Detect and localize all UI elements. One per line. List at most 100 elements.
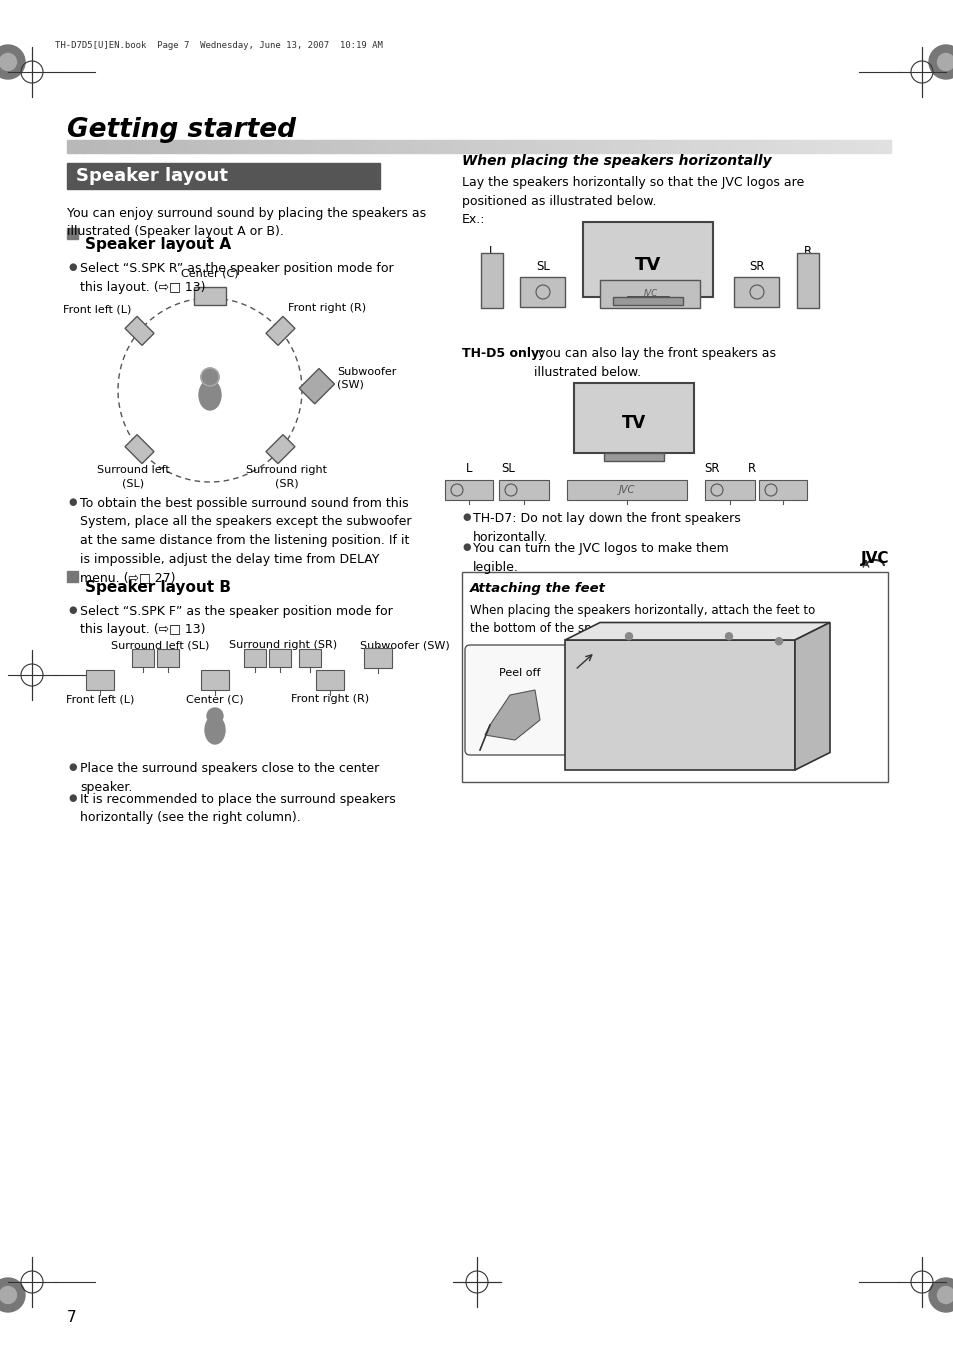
Bar: [244, 649, 266, 667]
Bar: [355, 140, 363, 153]
Bar: [470, 140, 478, 153]
Bar: [782, 140, 791, 153]
Text: Surround right
(SR): Surround right (SR): [246, 466, 327, 489]
Polygon shape: [266, 316, 294, 346]
Bar: [873, 140, 882, 153]
Bar: [724, 140, 734, 153]
Text: Getting started: Getting started: [67, 117, 295, 143]
Bar: [582, 221, 712, 297]
Bar: [790, 140, 800, 153]
Circle shape: [775, 637, 781, 645]
Text: JVC: JVC: [618, 485, 635, 495]
Bar: [436, 140, 446, 153]
Bar: [766, 140, 775, 153]
Bar: [223, 140, 232, 153]
Text: Speaker layout A: Speaker layout A: [85, 238, 231, 252]
Bar: [338, 140, 347, 153]
Text: When placing the speakers horizontally: When placing the speakers horizontally: [461, 154, 771, 167]
Bar: [264, 140, 273, 153]
Bar: [67, 163, 379, 189]
Polygon shape: [734, 277, 779, 306]
Bar: [191, 140, 199, 153]
Bar: [75, 140, 84, 153]
Bar: [700, 140, 709, 153]
Bar: [461, 572, 887, 782]
Text: You can enjoy surround sound by placing the speakers as
illustrated (Speaker lay: You can enjoy surround sound by placing …: [67, 207, 426, 239]
Text: ●: ●: [461, 512, 470, 522]
Circle shape: [0, 54, 16, 70]
Text: Speaker layout: Speaker layout: [76, 167, 228, 185]
Text: SR: SR: [703, 462, 719, 475]
Bar: [659, 140, 668, 153]
Bar: [568, 140, 578, 153]
Bar: [444, 481, 493, 500]
Text: Front right (R): Front right (R): [288, 302, 366, 313]
Text: Surround left (SL): Surround left (SL): [111, 640, 209, 649]
Bar: [298, 649, 320, 667]
Text: Place the surround speakers close to the center
speaker.: Place the surround speakers close to the…: [80, 761, 379, 794]
Polygon shape: [564, 622, 829, 640]
Bar: [454, 140, 462, 153]
Circle shape: [937, 54, 953, 70]
Bar: [577, 140, 585, 153]
Text: ●: ●: [68, 761, 76, 772]
Bar: [651, 140, 659, 153]
Bar: [552, 140, 560, 153]
Circle shape: [625, 633, 632, 640]
Text: SL: SL: [536, 261, 549, 273]
Text: TH-D7: Do not lay down the front speakers
horizontally.: TH-D7: Do not lay down the front speaker…: [473, 512, 740, 544]
Text: You can turn the JVC logos to make them
legible.: You can turn the JVC logos to make them …: [473, 541, 728, 574]
Bar: [717, 140, 725, 153]
FancyBboxPatch shape: [464, 645, 575, 755]
Bar: [692, 140, 700, 153]
Bar: [429, 140, 437, 153]
Bar: [683, 140, 692, 153]
Text: Subwoofer
(SW): Subwoofer (SW): [336, 367, 395, 390]
Bar: [315, 670, 344, 690]
Bar: [626, 140, 635, 153]
Polygon shape: [266, 435, 294, 463]
Bar: [544, 140, 553, 153]
Bar: [413, 140, 421, 153]
Bar: [314, 140, 322, 153]
Polygon shape: [599, 279, 700, 308]
Bar: [840, 140, 848, 153]
Bar: [667, 140, 676, 153]
Text: Surround right (SR): Surround right (SR): [229, 640, 336, 649]
Bar: [388, 140, 396, 153]
Text: JVC: JVC: [860, 551, 888, 566]
Polygon shape: [193, 288, 226, 305]
Bar: [603, 454, 663, 460]
Text: Front left (L): Front left (L): [63, 305, 132, 315]
Bar: [832, 140, 841, 153]
Polygon shape: [484, 690, 539, 740]
Bar: [273, 140, 281, 153]
Bar: [256, 140, 265, 153]
Bar: [676, 140, 684, 153]
Polygon shape: [125, 316, 153, 346]
Text: TH-D7D5[U]EN.book  Page 7  Wednesday, June 13, 2007  10:19 AM: TH-D7D5[U]EN.book Page 7 Wednesday, June…: [55, 42, 382, 50]
Circle shape: [0, 1278, 25, 1312]
Bar: [536, 140, 544, 153]
Bar: [807, 140, 816, 153]
Circle shape: [928, 1278, 953, 1312]
Bar: [305, 140, 314, 153]
Bar: [478, 140, 487, 153]
Bar: [486, 140, 495, 153]
Text: Attaching the feet: Attaching the feet: [470, 582, 605, 595]
Text: When placing the speakers horizontally, attach the feet to
the bottom of the spe: When placing the speakers horizontally, …: [470, 603, 815, 634]
Circle shape: [207, 707, 223, 724]
Bar: [759, 481, 806, 500]
Bar: [618, 140, 626, 153]
Bar: [322, 140, 331, 153]
Text: Center (C): Center (C): [181, 269, 238, 278]
Bar: [733, 140, 741, 153]
Bar: [67, 571, 78, 582]
Bar: [704, 481, 754, 500]
Bar: [758, 140, 766, 153]
Text: ●: ●: [461, 541, 470, 552]
Text: SL: SL: [500, 462, 515, 475]
Polygon shape: [480, 252, 502, 308]
Bar: [239, 140, 249, 153]
Bar: [445, 140, 454, 153]
